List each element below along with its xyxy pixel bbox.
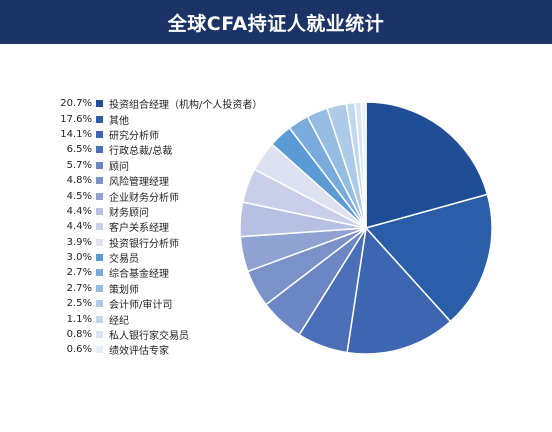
legend-percent: 3.9% (66, 236, 92, 248)
legend-percent: 4.4% (66, 221, 92, 233)
legend-item: 17.6% 其他 (34, 111, 294, 127)
legend-item: 2.7% 策划师 (34, 281, 294, 296)
legend-item: 6.5% 行政总裁/总裁 (34, 142, 294, 157)
legend-swatch (96, 192, 103, 200)
title-bar: 全球CFA持证人就业统计 (0, 0, 552, 44)
legend-swatch (96, 269, 103, 277)
legend-swatch (96, 130, 103, 138)
legend-label: 投资银行分析师 (109, 238, 179, 250)
chart-title: 全球CFA持证人就业统计 (167, 12, 385, 35)
legend-percent: 2.5% (66, 298, 92, 310)
legend-label: 综合基金经理 (109, 269, 169, 281)
legend-percent: 1.1% (66, 313, 92, 325)
legend-percent: 3.0% (66, 252, 92, 264)
legend-label: 投资组合经理（机构/个人投资者） (109, 100, 263, 112)
legend-label: 研究分析师 (109, 130, 159, 142)
legend-item: 14.1% 研究分析师 (34, 127, 294, 142)
pie-slice (360, 101, 367, 229)
legend-label: 绩效评估专家 (109, 346, 169, 358)
legend-percent: 20.7% (60, 98, 92, 110)
legend-label: 行政总裁/总裁 (109, 146, 173, 158)
legend-swatch (96, 177, 103, 185)
legend-percent: 0.6% (66, 344, 92, 356)
legend-label: 顾问 (109, 161, 129, 173)
legend-item: 20.7% 投资组合经理（机构/个人投资者） (34, 96, 294, 111)
legend-swatch (96, 223, 103, 231)
legend-label: 其他 (109, 115, 129, 127)
legend-label: 风险管理经理 (109, 177, 169, 189)
legend-label: 财务顾问 (109, 207, 149, 219)
legend-percent: 4.8% (66, 175, 92, 187)
legend-swatch (96, 146, 103, 154)
legend-label: 私人银行家交易员 (109, 331, 189, 343)
legend-swatch (96, 238, 103, 246)
chart-legend: 20.7% 投资组合经理（机构/个人投资者） 17.6% 其他 14.1% 研究分析师 6.… (34, 96, 294, 358)
legend-item: 1.1% 经纪 (34, 311, 294, 327)
legend-swatch (96, 161, 103, 169)
legend-item: 3.0% 交易员 (34, 250, 294, 265)
legend-item: 0.8% 私人银行家交易员 (34, 327, 294, 342)
pie-slice (365, 101, 489, 229)
legend-swatch (96, 115, 103, 123)
legend-swatch (96, 315, 103, 323)
pie-slice (346, 226, 452, 355)
legend-swatch (96, 300, 103, 308)
legend-label: 会计师/审计司 (109, 300, 173, 312)
legend-item: 2.5% 会计师/审计司 (34, 296, 294, 311)
legend-swatch (96, 284, 103, 292)
legend-swatch (96, 100, 103, 108)
legend-item: 2.7% 综合基金经理 (34, 265, 294, 280)
legend-item: 4.8% 风险管理经理 (34, 173, 294, 188)
legend-percent: 4.5% (66, 190, 92, 202)
legend-percent: 6.5% (66, 144, 92, 156)
legend-label: 经纪 (109, 315, 129, 327)
legend-percent: 0.8% (66, 329, 92, 341)
legend-percent: 14.1% (60, 128, 92, 140)
legend-swatch (96, 346, 103, 354)
legend-percent: 17.6% (60, 113, 92, 125)
legend-label: 交易员 (109, 254, 139, 266)
legend-percent: 2.7% (66, 267, 92, 279)
legend-item: 4.5% 企业财务分析师 (34, 188, 294, 204)
legend-item: 4.4% 客户关系经理 (34, 219, 294, 234)
legend-label: 企业财务分析师 (109, 192, 179, 204)
legend-label: 策划师 (109, 284, 139, 296)
legend-label: 客户关系经理 (109, 223, 169, 235)
legend-swatch (96, 254, 103, 262)
legend-item: 4.4% 财务顾问 (34, 204, 294, 219)
legend-swatch (96, 331, 103, 339)
legend-item: 5.7% 顾问 (34, 158, 294, 173)
legend-swatch (96, 207, 103, 215)
legend-item: 3.9% 投资银行分析师 (34, 235, 294, 250)
legend-percent: 5.7% (66, 159, 92, 171)
pie-slice (364, 193, 493, 323)
legend-item: 0.6% 绩效评估专家 (34, 342, 294, 357)
legend-percent: 4.4% (66, 205, 92, 217)
legend-percent: 2.7% (66, 282, 92, 294)
